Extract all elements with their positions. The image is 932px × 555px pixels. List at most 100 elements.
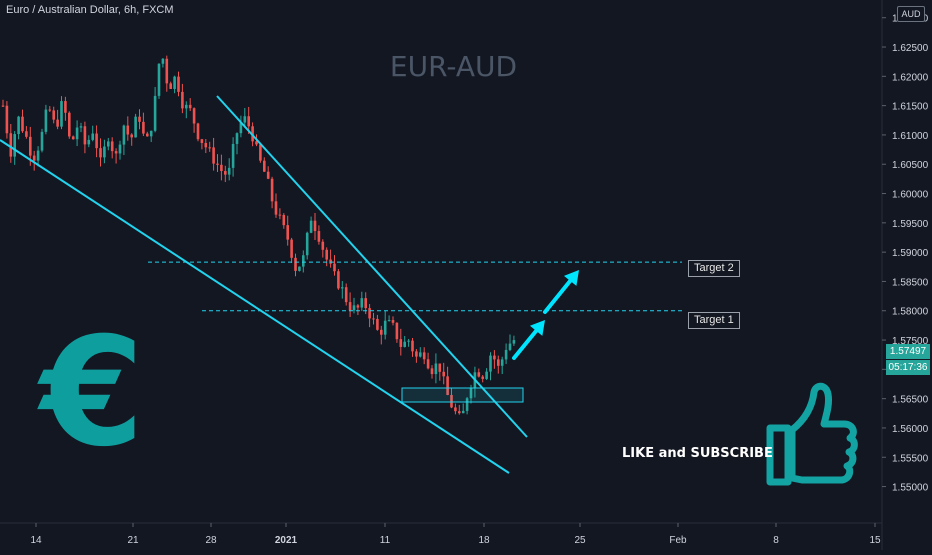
- candle-body: [21, 116, 24, 132]
- candle-body: [469, 387, 473, 399]
- candle-body: [321, 241, 325, 250]
- candle-body: [415, 351, 418, 357]
- x-tick-label: 18: [478, 535, 490, 546]
- candle-body: [247, 116, 250, 127]
- candle-body: [200, 139, 204, 144]
- candle-body: [103, 146, 106, 158]
- y-tick-label: 1.55500: [892, 453, 929, 464]
- candle-body: [185, 104, 188, 109]
- candle-body: [508, 343, 512, 350]
- candle-body: [376, 318, 379, 330]
- y-tick-label: 1.58000: [892, 307, 929, 318]
- candle-body: [395, 322, 399, 340]
- candle-body: [13, 134, 16, 157]
- y-tick-label: 1.56000: [892, 424, 929, 435]
- candle-body: [380, 329, 383, 335]
- candle-body: [208, 147, 211, 149]
- candle-body: [91, 133, 94, 140]
- y-tick-label: 1.57500: [892, 336, 929, 347]
- candle-body: [235, 133, 239, 144]
- candle-body: [278, 214, 282, 216]
- y-tick-label: 1.58500: [892, 277, 929, 288]
- arrow-up-right-icon: [543, 270, 579, 314]
- candle-body: [32, 155, 36, 161]
- x-tick-label: 25: [574, 535, 586, 546]
- euro-icon: €: [40, 306, 145, 480]
- candle-body: [87, 139, 91, 145]
- candle-body: [118, 144, 122, 154]
- candle-body: [110, 141, 114, 152]
- candle-body: [126, 125, 130, 135]
- candle-body: [227, 167, 231, 175]
- candle-body: [317, 231, 321, 242]
- candle-body: [9, 133, 13, 157]
- x-tick-label: 2021: [275, 535, 298, 546]
- candle-body: [341, 287, 344, 289]
- candle-body: [259, 144, 262, 161]
- candle-body: [383, 320, 387, 335]
- candle-body: [434, 363, 438, 375]
- candle-body: [403, 341, 406, 347]
- candle-body: [329, 259, 332, 264]
- candle-body: [1, 105, 5, 107]
- candle-body: [430, 368, 434, 375]
- candle-body: [368, 308, 371, 319]
- currency-badge[interactable]: AUD: [897, 6, 925, 22]
- candle-body: [71, 136, 75, 140]
- candle-body: [216, 163, 219, 165]
- candle-body: [391, 320, 395, 323]
- y-tick-label: 1.59000: [892, 248, 929, 259]
- candle-body: [134, 116, 137, 138]
- candle-body: [255, 141, 258, 145]
- candle-body: [142, 121, 145, 134]
- candle-body: [243, 116, 247, 123]
- candle-body: [25, 131, 28, 137]
- candle-body: [29, 136, 32, 156]
- drawings: [0, 95, 682, 474]
- candle-body: [231, 143, 235, 168]
- candle-body: [298, 266, 301, 271]
- candle-body: [75, 127, 79, 140]
- y-tick-label: 1.62500: [892, 43, 929, 54]
- candles: [1, 55, 516, 415]
- candle-body: [344, 287, 348, 303]
- support-zone: [401, 387, 524, 403]
- y-tick-label: 1.62000: [892, 72, 929, 83]
- candle-body: [79, 126, 83, 128]
- candle-body: [309, 220, 313, 233]
- candle-body: [325, 249, 328, 260]
- candle-body: [95, 133, 98, 149]
- candle-body: [165, 58, 169, 84]
- symbol-title[interactable]: Euro / Australian Dollar, 6h, FXCM: [6, 4, 174, 16]
- last-price-badge: 1.57497: [886, 344, 930, 359]
- candle-body: [36, 150, 40, 161]
- candle-body: [419, 352, 422, 357]
- candle-body: [130, 134, 133, 138]
- candle-body: [465, 398, 469, 411]
- candle-body: [5, 105, 9, 134]
- candle-body: [286, 225, 289, 240]
- candle-body: [173, 76, 176, 89]
- candle-body: [337, 271, 340, 289]
- candle-body: [220, 164, 223, 172]
- candle-body: [149, 130, 153, 137]
- x-tick-label: 14: [30, 535, 42, 546]
- candle-body: [305, 232, 309, 256]
- y-tick-label: 1.61500: [892, 102, 929, 113]
- candle-body: [40, 131, 44, 151]
- y-tick-label: 1.59500: [892, 219, 929, 230]
- candle-body: [146, 133, 149, 137]
- candle-body: [356, 305, 360, 308]
- candle-body: [64, 101, 67, 113]
- candle-body: [461, 410, 465, 414]
- candle-body: [364, 298, 367, 309]
- candle-body: [60, 101, 63, 127]
- candle-body: [56, 119, 59, 127]
- candle-body: [422, 352, 426, 360]
- candle-body: [263, 160, 266, 172]
- arrow-up-right-icon: [512, 320, 545, 360]
- x-tick-label: 8: [773, 535, 779, 546]
- candle-body: [114, 151, 118, 154]
